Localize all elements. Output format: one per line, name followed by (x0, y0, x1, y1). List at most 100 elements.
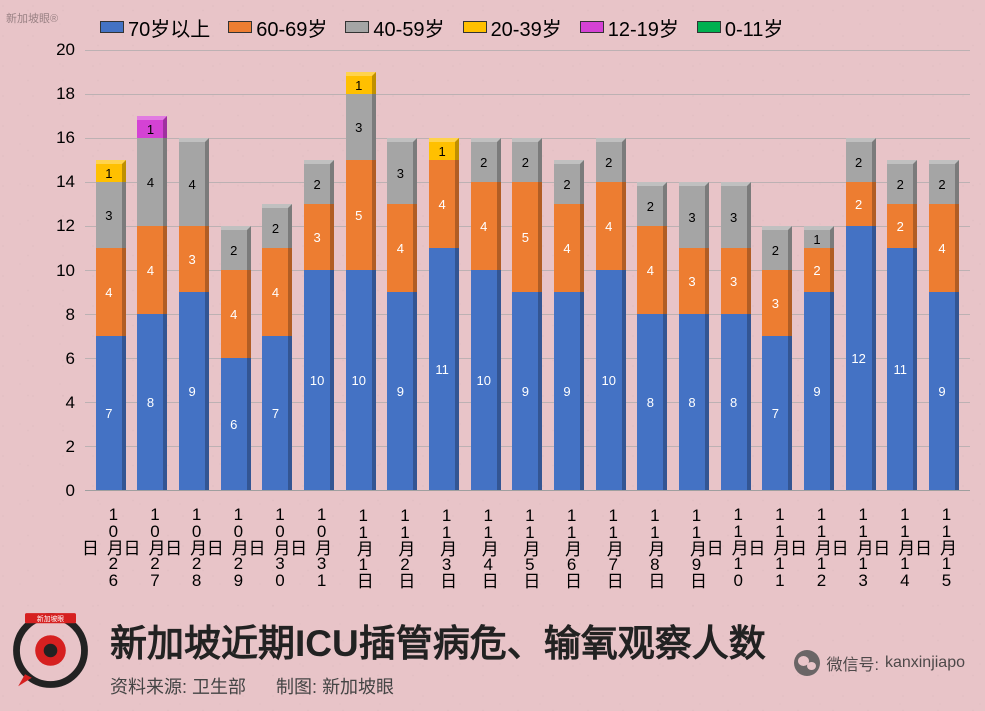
x-tick-label: 11月7日 (596, 496, 626, 591)
bar-group: 249 (554, 50, 584, 490)
y-tick-label: 18 (56, 84, 75, 104)
source-label: 资料来源: (110, 677, 187, 697)
bar-segment: 5 (346, 160, 376, 270)
legend-swatch (100, 21, 124, 33)
bar-segment: 2 (262, 204, 292, 248)
logo-icon: 新加坡眼 (8, 608, 93, 693)
creator-label: 制图: (276, 677, 322, 697)
legend-swatch (697, 21, 721, 33)
bars-container: 1347144843924624723101351034914112410259… (85, 50, 970, 490)
bar-group: 237 (762, 50, 792, 490)
legend-swatch (580, 21, 604, 33)
footer: 新加坡眼 新加坡近期ICU插管病危、输氧观察人数 资料来源: 卫生部 制图: 新… (0, 596, 985, 711)
bar-segment: 4 (179, 138, 209, 226)
wechat-id: kanxinjiapo (885, 654, 965, 672)
legend-item: 40-59岁 (345, 13, 444, 42)
bar-segment: 2 (221, 226, 251, 270)
bar-segment: 2 (554, 160, 584, 204)
legend-label: 40-59岁 (373, 13, 444, 42)
x-tick-label: 11月1日 (346, 496, 376, 591)
legend-item: 70岁以上 (100, 13, 210, 42)
legend-label: 60-69岁 (256, 13, 327, 42)
y-tick-label: 0 (66, 481, 75, 501)
bar-segment: 2 (637, 182, 667, 226)
bar-segment: 10 (471, 270, 501, 490)
source-value: 卫生部 (192, 677, 246, 697)
wechat-label: 微信号: (826, 651, 878, 675)
gridline (85, 490, 970, 491)
bar-segment: 7 (96, 336, 126, 490)
bar-segment: 3 (96, 182, 126, 248)
bar-segment: 3 (387, 138, 417, 204)
bar-group: 1411 (429, 50, 459, 490)
y-tick-label: 8 (66, 305, 75, 325)
bar-group: 2310 (304, 50, 334, 490)
bar-group: 13510 (346, 50, 376, 490)
x-tick-label: 10月31日 (304, 496, 334, 591)
watermark-text: 新加坡眼® (6, 10, 58, 26)
bar-segment: 2 (762, 226, 792, 270)
bar-segment: 2 (804, 248, 834, 292)
bar-segment: 9 (554, 292, 584, 490)
bar-segment: 8 (721, 314, 751, 490)
y-tick-label: 4 (66, 393, 75, 413)
bar-segment: 4 (429, 160, 459, 248)
wechat-icon (794, 650, 820, 676)
y-tick-label: 10 (56, 261, 75, 281)
bar-segment: 2 (887, 160, 917, 204)
chart-legend: 70岁以上60-69岁40-59岁20-39岁12-19岁0-11岁 (100, 12, 965, 42)
bar-segment: 1 (346, 72, 376, 94)
bar-group: 2410 (471, 50, 501, 490)
bar-group: 439 (179, 50, 209, 490)
legend-swatch (463, 21, 487, 33)
bar-segment: 11 (887, 248, 917, 490)
legend-label: 70岁以上 (128, 13, 210, 42)
bar-group: 249 (929, 50, 959, 490)
bar-group: 338 (679, 50, 709, 490)
bar-group: 259 (512, 50, 542, 490)
y-tick-label: 16 (56, 128, 75, 148)
x-tick-label: 11月2日 (387, 496, 417, 591)
bar-segment: 2 (929, 160, 959, 204)
svg-text:新加坡眼: 新加坡眼 (37, 614, 64, 623)
bar-group: 1347 (96, 50, 126, 490)
bar-group: 349 (387, 50, 417, 490)
bar-segment: 5 (512, 182, 542, 292)
bar-segment: 6 (221, 358, 251, 490)
legend-item: 60-69岁 (228, 13, 327, 42)
bar-segment: 7 (762, 336, 792, 490)
x-axis: 10月26日10月27日10月28日10月29日10月30日10月31日11月1… (85, 496, 970, 591)
y-tick-label: 6 (66, 349, 75, 369)
y-tick-label: 20 (56, 40, 75, 60)
bar-segment: 2 (512, 138, 542, 182)
legend-swatch (228, 21, 252, 33)
bar-segment: 11 (429, 248, 459, 490)
bar-segment: 10 (304, 270, 334, 490)
bar-segment: 3 (679, 182, 709, 248)
bar-group: 2212 (846, 50, 876, 490)
bar-segment: 3 (679, 248, 709, 314)
bar-segment: 12 (846, 226, 876, 490)
bar-segment: 1 (804, 226, 834, 248)
bar-group: 2211 (887, 50, 917, 490)
bar-group: 248 (637, 50, 667, 490)
bar-segment: 9 (512, 292, 542, 490)
bar-segment: 9 (929, 292, 959, 490)
x-tick-label: 11月5日 (512, 496, 542, 591)
legend-item: 0-11岁 (697, 13, 784, 42)
bar-group: 129 (804, 50, 834, 490)
x-tick-label: 11月15日 (929, 496, 959, 591)
bar-segment: 4 (137, 138, 167, 226)
y-axis: 02468101214161820 (50, 50, 80, 491)
bar-group: 2410 (596, 50, 626, 490)
bar-segment: 4 (262, 248, 292, 336)
legend-item: 12-19岁 (580, 13, 679, 42)
x-tick-label: 11月8日 (637, 496, 667, 591)
bar-segment: 9 (804, 292, 834, 490)
bar-segment: 4 (637, 226, 667, 314)
bar-segment: 10 (346, 270, 376, 490)
title-block: 新加坡近期ICU插管病危、输氧观察人数 资料来源: 卫生部 制图: 新加坡眼 (110, 613, 766, 699)
bar-segment: 4 (554, 204, 584, 292)
bar-segment: 4 (96, 248, 126, 336)
bar-group: 247 (262, 50, 292, 490)
